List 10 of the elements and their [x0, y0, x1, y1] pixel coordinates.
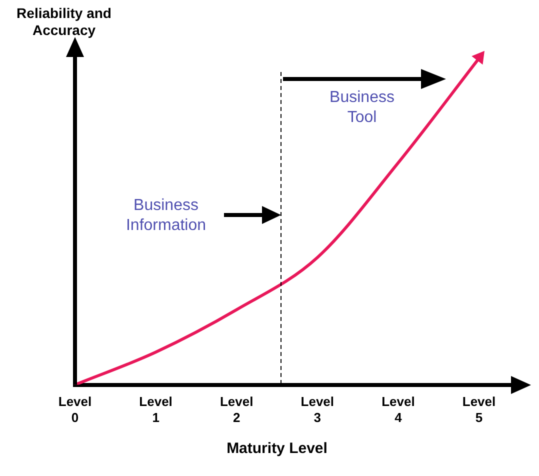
x-tick-label: Level 2 [220, 394, 254, 425]
x-tick-label: Level 1 [139, 394, 172, 425]
x-tick-label: Level 0 [58, 394, 92, 425]
x-tick-label: Level 3 [300, 394, 334, 425]
x-axis-title: Maturity Level [226, 440, 328, 458]
x-tick-label: Level 5 [462, 394, 496, 425]
annotation: Business Tool [330, 89, 394, 126]
y-axis-title: Reliability and Accuracy [16, 5, 112, 38]
x-tick-label: Level 4 [382, 394, 415, 425]
annotation: Business Information [126, 197, 206, 234]
